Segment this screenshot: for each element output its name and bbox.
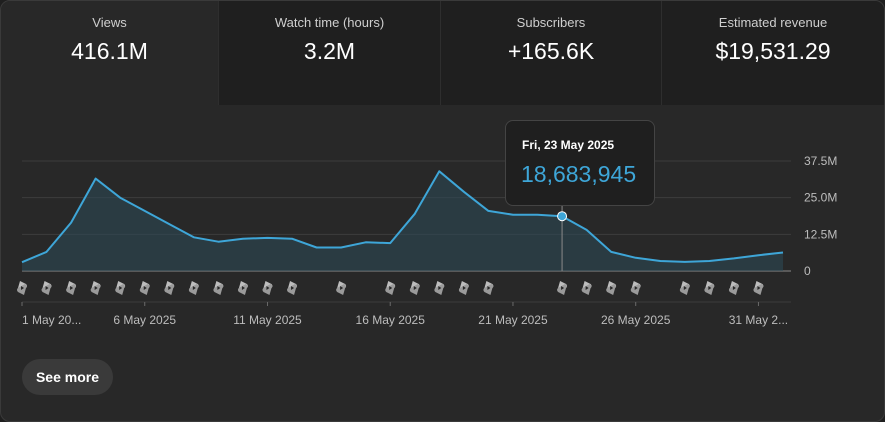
metric-label: Watch time (hours) [274,15,385,30]
shorts-icon[interactable] [287,281,298,295]
shorts-icon[interactable] [262,281,273,295]
chart-tooltip: Fri, 23 May 2025 18,683,945 [505,120,655,206]
x-tick-label: 6 May 2025 [113,313,176,327]
hovered-data-point [557,211,568,222]
shorts-icon[interactable] [483,281,494,295]
metric-tab-subscribers[interactable]: Subscribers +165.6K [441,1,662,105]
tooltip-value: 18,683,945 [521,161,637,187]
metric-value: $19,531.29 [715,38,831,64]
shorts-icon[interactable] [115,281,126,295]
shorts-icon[interactable] [41,281,52,295]
shorts-icon[interactable] [385,281,396,295]
shorts-icon[interactable] [409,281,420,295]
tooltip-date: Fri, 23 May 2025 [522,138,615,152]
shorts-icon[interactable] [630,281,641,295]
shorts-icon[interactable] [679,281,690,295]
views-line [21,170,784,264]
metric-tab-views[interactable]: Views 416.1M [1,1,219,105]
shorts-icon[interactable] [213,281,224,295]
shorts-icon[interactable] [139,281,150,295]
x-tick-label: 1 May 20... [22,313,81,327]
y-tick-label: 12.5M [804,227,837,241]
metric-tab-estimated-revenue[interactable]: Estimated revenue $19,531.29 [662,1,884,105]
shorts-icon[interactable] [90,281,101,295]
y-tick-label: 37.5M [804,154,837,168]
metric-value: 416.1M [71,38,148,64]
metric-label: Estimated revenue [718,15,828,30]
shorts-icon[interactable] [606,281,617,295]
shorts-icon[interactable] [704,281,715,295]
see-more-button[interactable]: See more [22,359,113,395]
metric-tab-watch-time-hours[interactable]: Watch time (hours) 3.2M [219,1,441,105]
metric-value: 3.2M [303,38,356,64]
x-tick-label: 16 May 2025 [356,313,426,327]
views-chart[interactable]: 37.5M 25.0M 12.5M 0 1 May 20... 6 May 2025 11 … [1,105,884,345]
shorts-icon[interactable] [458,281,469,295]
shorts-icon[interactable] [557,281,568,295]
x-tick-label: 31 May 2... [729,313,788,327]
metric-label: Views [92,15,127,30]
metric-value: +165.6K [507,38,595,64]
shorts-icon[interactable] [753,281,764,295]
x-tick-label: 21 May 2025 [478,313,548,327]
y-tick-label: 25.0M [804,191,837,205]
x-tick-label: 11 May 2025 [233,313,302,327]
metric-label: Subscribers [516,15,586,30]
shorts-icon[interactable] [66,281,77,295]
shorts-icon[interactable] [17,281,27,295]
x-tick-label: 26 May 2025 [601,313,671,327]
metric-tabs: Views 416.1M Watch time (hours) 3.2M Subscri… [1,1,884,105]
shorts-icon[interactable] [164,281,175,295]
y-tick-label: 0 [804,264,811,278]
shorts-icon[interactable] [728,281,739,295]
shorts-icon[interactable] [188,281,199,295]
views-area [22,171,783,271]
shorts-icon[interactable] [581,281,592,295]
shorts-icon[interactable] [237,281,248,295]
shorts-icon[interactable] [336,281,347,295]
shorts-icon[interactable] [434,281,445,295]
